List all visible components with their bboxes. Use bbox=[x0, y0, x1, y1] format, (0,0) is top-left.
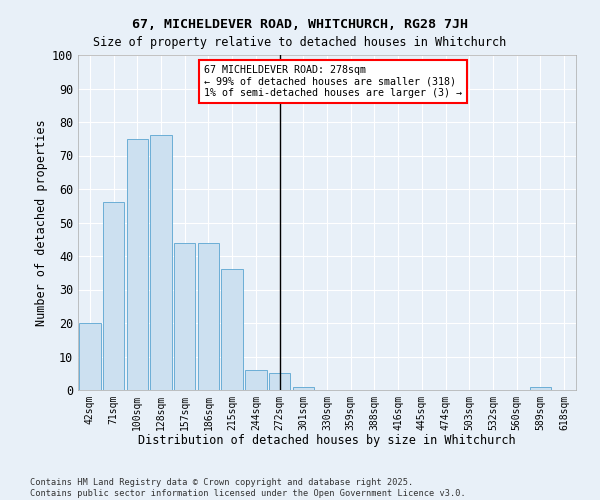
Bar bbox=[103, 202, 124, 390]
Bar bbox=[127, 138, 148, 390]
Bar bbox=[245, 370, 266, 390]
Bar bbox=[221, 270, 243, 390]
Text: Size of property relative to detached houses in Whitchurch: Size of property relative to detached ho… bbox=[94, 36, 506, 49]
Bar bbox=[269, 373, 290, 390]
Bar bbox=[79, 323, 101, 390]
Text: 67 MICHELDEVER ROAD: 278sqm
← 99% of detached houses are smaller (318)
1% of sem: 67 MICHELDEVER ROAD: 278sqm ← 99% of det… bbox=[203, 65, 461, 98]
Bar bbox=[151, 136, 172, 390]
Text: 67, MICHELDEVER ROAD, WHITCHURCH, RG28 7JH: 67, MICHELDEVER ROAD, WHITCHURCH, RG28 7… bbox=[132, 18, 468, 30]
Y-axis label: Number of detached properties: Number of detached properties bbox=[35, 119, 47, 326]
Bar bbox=[174, 242, 196, 390]
X-axis label: Distribution of detached houses by size in Whitchurch: Distribution of detached houses by size … bbox=[138, 434, 516, 448]
Bar bbox=[198, 242, 219, 390]
Bar bbox=[530, 386, 551, 390]
Text: Contains HM Land Registry data © Crown copyright and database right 2025.
Contai: Contains HM Land Registry data © Crown c… bbox=[30, 478, 466, 498]
Bar bbox=[293, 386, 314, 390]
